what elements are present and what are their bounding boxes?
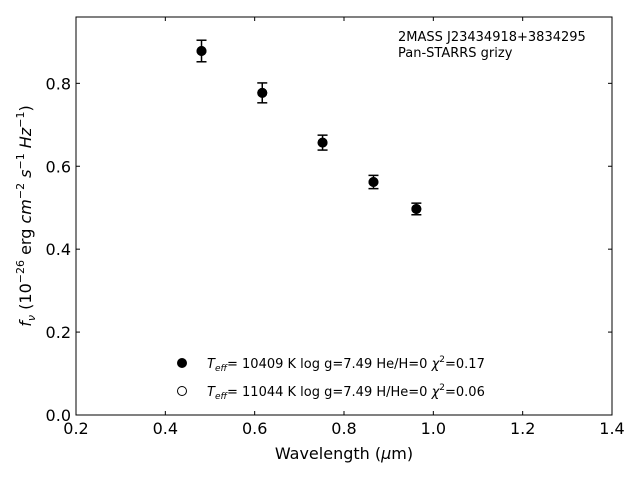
x-tick-label: 0.4 — [153, 419, 178, 438]
open-marker — [257, 87, 268, 98]
open-marker — [317, 137, 328, 148]
legend: Teff= 10409 K log g=7.49 He/H=0 χ2=0.17 … — [177, 355, 485, 402]
data-markers — [196, 39, 422, 216]
data-point — [317, 134, 328, 151]
data-point — [196, 39, 207, 63]
x-tick-label: 0.2 — [63, 419, 88, 438]
data-point — [368, 174, 379, 190]
y-tick-label: 0.6 — [46, 157, 71, 176]
x-ticks: 0.2 0.4 0.6 0.8 1.0 1.2 1.4 — [63, 17, 625, 438]
y-tick-label: 0.0 — [46, 406, 71, 425]
annotation: 2MASS J23434918+3834295 Pan-STARRS grizy — [398, 30, 586, 61]
y-tick-label: 0.2 — [46, 323, 71, 342]
open-marker — [368, 177, 379, 188]
x-axis-label: Wavelength (μm) — [275, 444, 413, 463]
x-tick-label: 0.6 — [242, 419, 267, 438]
data-point — [411, 202, 422, 216]
legend-marker-filled — [177, 358, 187, 368]
y-tick-label: 0.4 — [46, 240, 71, 259]
y-tick-label: 0.8 — [46, 74, 71, 93]
data-point — [257, 82, 268, 104]
x-tick-label: 0.8 — [331, 419, 356, 438]
legend-marker-open — [177, 386, 187, 396]
y-axis-label: fν (10−26 erg cm−2 s−1 Hz−1) — [14, 105, 38, 326]
annotation-line-2: Pan-STARRS grizy — [398, 46, 513, 61]
annotation-line-1: 2MASS J23434918+3834295 — [398, 30, 586, 45]
x-tick-label: 1.4 — [599, 419, 624, 438]
x-tick-label: 1.2 — [510, 419, 535, 438]
y-ticks: 0.0 0.2 0.4 0.6 0.8 — [46, 74, 612, 425]
legend-entry-1: Teff= 10409 K log g=7.49 He/H=0 χ2=0.17 — [207, 355, 485, 374]
open-marker — [411, 203, 422, 214]
legend-entry-2: Teff= 11044 K log g=7.49 H/He=0 χ2=0.06 — [207, 383, 485, 402]
open-marker — [196, 45, 207, 56]
x-tick-label: 1.0 — [421, 419, 446, 438]
